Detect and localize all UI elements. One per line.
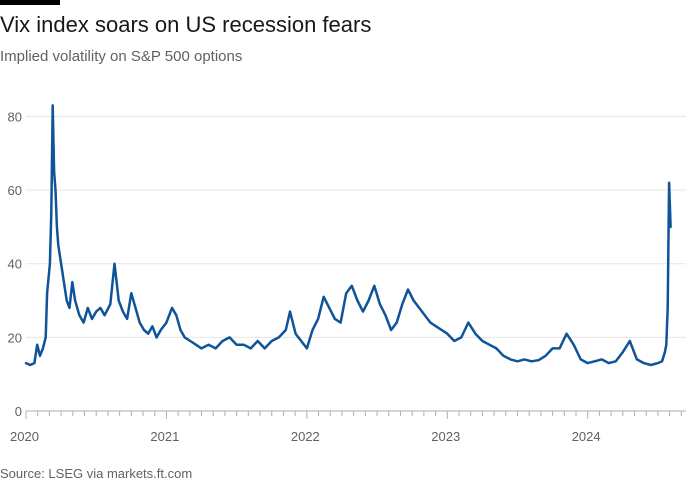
series-line-vix [24, 104, 672, 367]
y-tick-label: 0 [15, 404, 22, 419]
x-axis-labels: 2020 2021 2022 2023 2024 [10, 429, 601, 444]
x-tick-label: 2020 [10, 429, 39, 444]
y-axis-labels: 0 20 40 60 80 [8, 109, 22, 419]
x-tick-label: 2024 [572, 429, 601, 444]
y-tick-label: 20 [8, 330, 22, 345]
chart-subtitle: Implied volatility on S&P 500 options [0, 48, 243, 65]
x-tick-label: 2022 [291, 429, 320, 444]
grid-lines [26, 115, 686, 338]
brand-bar [0, 0, 60, 5]
y-tick-label: 40 [8, 257, 22, 272]
source-note: Source: LSEG via markets.ft.com [0, 466, 193, 481]
x-axis [25, 410, 686, 419]
y-tick-label: 60 [8, 183, 22, 198]
series-layer [24, 104, 672, 367]
x-tick-label: 2021 [150, 429, 179, 444]
chart-title: Vix index soars on US recession fears [0, 12, 372, 37]
y-tick-label: 80 [8, 109, 22, 124]
x-tick-label: 2023 [431, 429, 460, 444]
line-chart: 0 20 40 60 80 2020 2021 2022 2023 2024 [8, 104, 686, 444]
